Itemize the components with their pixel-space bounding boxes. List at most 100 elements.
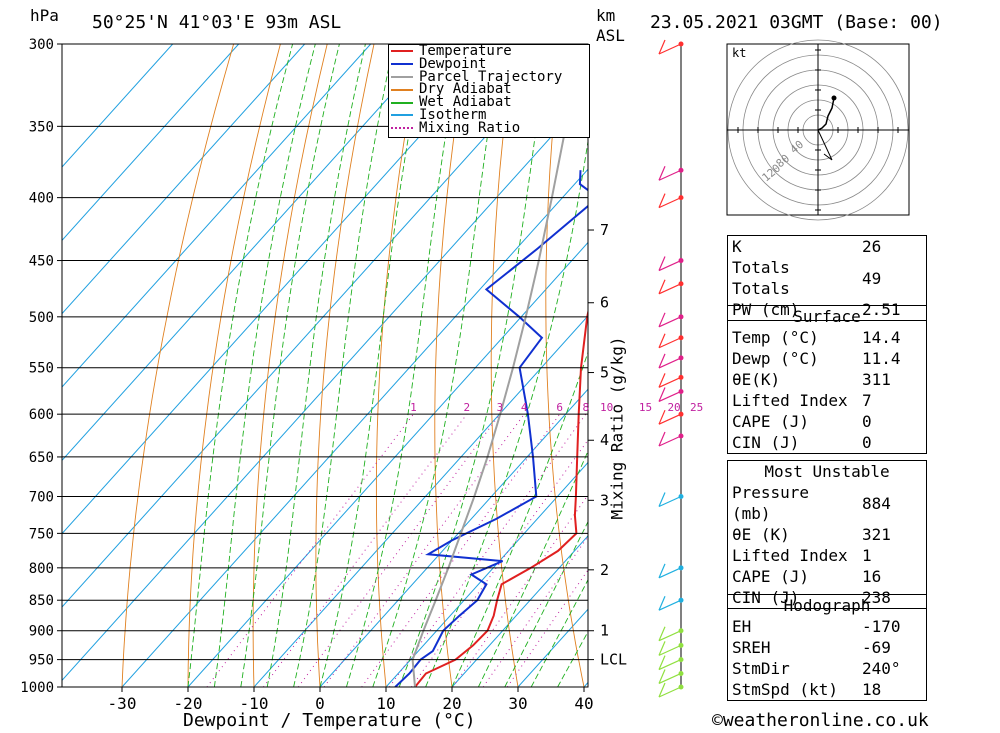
mixing-ratio-label: 25: [690, 401, 703, 414]
mixing-ratio-label: 1: [410, 401, 417, 414]
row-label: SREH: [732, 638, 771, 657]
row-label: Pressure (mb): [732, 483, 810, 523]
wind-barb-flag: [658, 333, 666, 348]
wind-barb: [658, 599, 682, 611]
legend-swatch: [391, 88, 413, 91]
most-unstable-title: Most Unstable: [764, 462, 890, 481]
pressure-label: 1000: [20, 680, 54, 696]
legend-item: Temperature: [389, 44, 589, 58]
wind-barb: [658, 43, 682, 55]
wind-barb: [658, 376, 682, 388]
height-label: 3: [600, 491, 609, 509]
legend-item: Dry Adiabat: [389, 83, 589, 96]
pressure-label: 650: [29, 450, 54, 466]
pressure-unit: hPa: [30, 6, 59, 25]
wind-barb-flag: [658, 682, 666, 698]
row-label: CAPE (J): [732, 412, 810, 431]
k-index-value: 26: [862, 237, 882, 256]
mixing-ratio-label: 15: [639, 401, 652, 414]
wind-barb: [658, 316, 682, 328]
table-row: Pressure (mb) 884: [728, 482, 927, 524]
row-label: CIN (J): [732, 588, 800, 607]
row-value: 884: [862, 493, 891, 513]
wind-barb-flag: [658, 373, 666, 388]
pressure-label: 700: [29, 490, 54, 506]
pressure-label: 750: [29, 526, 54, 542]
isotherm-line: [253, 315, 588, 687]
row-label: θE (K): [732, 525, 790, 544]
row-label: Lifted Index: [732, 546, 848, 565]
mixing-ratio-label: 3: [497, 401, 504, 414]
table-row: θE (K) 321: [728, 524, 927, 545]
datetime-title: 23.05.2021 03GMT (Base: 00): [650, 12, 943, 33]
copyright: ©weatheronline.co.uk: [712, 710, 929, 731]
wind-barb: [658, 435, 682, 447]
series-dewpoint: [394, 170, 588, 687]
wind-profile: [658, 39, 684, 698]
row-label: CAPE (J): [732, 567, 810, 586]
legend-item: Dewpoint: [389, 57, 589, 71]
table-row: CIN (J) 238: [728, 587, 927, 609]
wind-barb-flag: [658, 409, 666, 425]
surface-title: Surface: [793, 307, 861, 326]
totals-totals-label: Totals Totals: [732, 258, 790, 298]
height-label: 1: [600, 622, 609, 640]
table-row: θE(K) 311: [728, 369, 927, 390]
dry-adiabat-line: [121, 44, 235, 687]
wind-barb-flag: [658, 279, 666, 295]
wind-barb-flag: [658, 353, 666, 369]
row-value: 240°: [862, 659, 901, 678]
row-value: 0: [862, 412, 872, 431]
wind-barb: [658, 672, 682, 685]
pressure-label: 850: [29, 593, 54, 609]
row-label: Temp (°C): [732, 328, 819, 347]
table-row: Lifted Index 7: [728, 390, 927, 411]
isotherm-line: [62, 44, 240, 242]
mixing-ratio-label: 8: [583, 401, 590, 414]
row-label: EH: [732, 617, 752, 636]
legend-swatch: [391, 114, 413, 117]
row-label: CIN (J): [732, 433, 800, 452]
row-label: Lifted Index: [732, 391, 848, 410]
wind-barb-flag: [658, 193, 666, 208]
temperature-tick-label: -30: [108, 694, 137, 713]
storm-motion-arrow: [817, 129, 833, 161]
row-value: 18: [862, 680, 882, 699]
pressure-label: 400: [29, 191, 54, 207]
row-value: 14.4: [862, 328, 901, 347]
temperature-tick-label: 10: [376, 694, 395, 713]
row-value: 11.4: [862, 349, 901, 368]
temperature-tick-label: -20: [174, 694, 203, 713]
height-label: 2: [600, 561, 609, 579]
table-row: CIN (J) 0: [728, 432, 927, 454]
pressure-label: 800: [29, 561, 54, 577]
height-label: LCL: [600, 651, 627, 669]
legend-label: Mixing Ratio: [419, 119, 521, 136]
legend-item: Mixing Ratio: [389, 119, 589, 136]
wind-barb: [658, 283, 682, 295]
wet-adiabat-line: [451, 350, 588, 687]
wind-barb-flag: [658, 387, 666, 402]
row-value: 0: [862, 433, 872, 452]
mixing-ratio-label: 2: [464, 401, 471, 414]
wind-barb: [658, 337, 682, 349]
legend-label: Parcel Trajectory: [419, 68, 563, 85]
wind-barb-flag: [658, 39, 666, 55]
wind-barb: [658, 659, 682, 671]
legend-swatch: [391, 75, 413, 78]
mixing-ratio-label: 6: [556, 401, 563, 414]
pressure-label: 900: [29, 624, 54, 640]
wind-barb: [658, 630, 682, 642]
pressure-label: 600: [29, 407, 54, 423]
most-unstable-table: Most Unstable Pressure (mb) 884 θE (K) 321 L…: [727, 460, 927, 609]
hodograph-unit: kt: [732, 46, 746, 60]
hodograph-table: Hodograph EH -170 SREH -69 StmDir 240° StmSpd …: [727, 594, 927, 701]
wet-adiabat-line: [530, 578, 588, 687]
wind-barb-flag: [658, 492, 666, 507]
wet-adiabat-line: [187, 44, 294, 687]
mixing-ratio-label: 20: [667, 401, 680, 414]
dry-adiabat-line: [187, 44, 281, 687]
wind-barb-flag: [658, 626, 666, 641]
table-row: SREH -69: [728, 637, 927, 658]
legend: Temperature Dewpoint Parcel Trajectory Dry …: [388, 44, 590, 138]
